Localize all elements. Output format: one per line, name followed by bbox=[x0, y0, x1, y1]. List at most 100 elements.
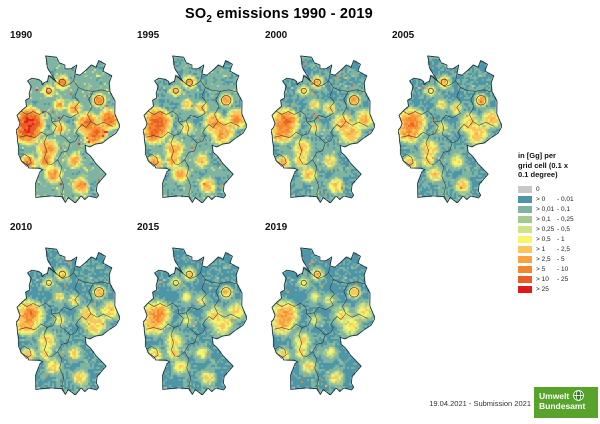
state-border-line bbox=[432, 73, 458, 88]
state-border-line bbox=[19, 302, 57, 330]
state-border-line bbox=[274, 110, 312, 138]
state-border-line bbox=[439, 159, 447, 202]
legend-range-from: > 25 bbox=[536, 286, 549, 293]
map-year-label: 2000 bbox=[265, 30, 288, 41]
country-outline bbox=[398, 55, 502, 203]
state-border-line bbox=[50, 73, 76, 88]
state-border-line bbox=[58, 312, 79, 336]
state-border-line bbox=[73, 272, 111, 285]
state-border-line bbox=[184, 351, 192, 394]
city-boundary-ring bbox=[94, 95, 105, 106]
city-boundary-ring bbox=[58, 78, 66, 86]
legend-swatch bbox=[518, 206, 532, 213]
state-border-line bbox=[306, 279, 335, 315]
country-outline bbox=[271, 247, 375, 395]
legend-label: > 5 - 10 bbox=[536, 266, 568, 273]
legend-range-to: - 0,5 bbox=[557, 226, 571, 233]
state-border-line bbox=[178, 87, 207, 123]
globe-icon bbox=[573, 390, 585, 401]
state-border-line bbox=[298, 135, 326, 165]
legend-swatch bbox=[518, 216, 532, 223]
state-borders-overlay bbox=[16, 55, 120, 203]
germany-emissions-map-2010 bbox=[16, 245, 120, 395]
legend-label: > 0,25- 0,5 bbox=[536, 226, 570, 233]
legend-swatch bbox=[518, 286, 532, 293]
country-outline bbox=[271, 55, 375, 203]
chart-title-subscript: 2 bbox=[206, 13, 213, 25]
state-borders-overlay bbox=[143, 55, 247, 203]
state-border-line bbox=[202, 313, 219, 326]
state-border-line bbox=[214, 283, 240, 319]
logo-umwelt-text: Umwelt bbox=[539, 390, 570, 401]
state-border-line bbox=[425, 135, 453, 165]
legend-label: > 0,1 - 0,25 bbox=[536, 216, 574, 223]
state-border-line bbox=[19, 110, 57, 138]
legend-item: > 0,1 - 0,25 bbox=[518, 215, 600, 225]
color-legend: in [Gg] per grid cell (0.1 x 0.1 degree)… bbox=[518, 151, 600, 295]
legend-range-to: - 5 bbox=[557, 256, 565, 263]
state-border-line bbox=[87, 91, 113, 127]
legend-swatch bbox=[518, 256, 532, 263]
logo-line1: Umwelt bbox=[539, 390, 598, 401]
umweltbundesamt-logo: Umwelt Bundesamt bbox=[534, 387, 598, 418]
city-boundary-ring bbox=[94, 287, 105, 298]
state-border-line bbox=[342, 283, 368, 319]
city-boundary-ring bbox=[300, 279, 307, 286]
legend-range-to: - 1 bbox=[557, 236, 565, 243]
state-border-line bbox=[313, 120, 334, 144]
legend-label: > 2,5 - 5 bbox=[536, 256, 565, 263]
legend-item: > 5 - 10 bbox=[518, 265, 600, 275]
legend-label: > 10 - 25 bbox=[536, 276, 568, 283]
legend-item: > 0,5 - 1 bbox=[518, 235, 600, 245]
map-year-label: 1995 bbox=[137, 30, 160, 41]
submission-date-note: 19.04.2021 - Submission 2021 bbox=[429, 399, 531, 408]
legend-range-to: - 25 bbox=[557, 276, 569, 283]
city-boundary-ring bbox=[300, 87, 307, 94]
map-tile-2010: 2010 bbox=[8, 218, 132, 395]
legend-label: > 0 - 0,01 bbox=[536, 196, 574, 203]
legend-title-line: in [Gg] per bbox=[518, 151, 556, 160]
city-boundary-ring bbox=[221, 95, 232, 106]
legend-label: > 1 - 2,5 bbox=[536, 246, 570, 253]
germany-emissions-map-2000 bbox=[271, 53, 375, 203]
legend-range-from: > 0,01 bbox=[536, 206, 555, 213]
state-border-line bbox=[73, 80, 111, 93]
map-tile-1995: 1995 bbox=[135, 26, 259, 203]
legend-swatch bbox=[518, 226, 532, 233]
legend-label: > 0,01- 0,1 bbox=[536, 206, 570, 213]
chart-title-prefix: SO bbox=[185, 6, 207, 22]
city-boundary-ring bbox=[476, 95, 487, 106]
city-boundary-ring bbox=[427, 87, 434, 94]
map-year-label: 2010 bbox=[10, 222, 33, 233]
state-border-line bbox=[469, 91, 495, 127]
legend-swatch bbox=[518, 246, 532, 253]
germany-emissions-map-1995 bbox=[143, 53, 247, 203]
state-border-line bbox=[146, 346, 159, 359]
state-border-line bbox=[330, 313, 347, 326]
legend-range-from: > 1 bbox=[536, 246, 546, 253]
state-border-line bbox=[58, 120, 79, 144]
state-borders-overlay bbox=[398, 55, 502, 203]
legend-range-to: - 0,01 bbox=[557, 196, 574, 203]
legend-item: > 25 bbox=[518, 285, 600, 295]
state-border-line bbox=[200, 272, 238, 285]
legend-range-from: > 0,5 bbox=[536, 236, 551, 243]
legend-item: > 0,01- 0,1 bbox=[518, 205, 600, 215]
state-border-line bbox=[19, 346, 32, 359]
legend-item: > 2,5 - 5 bbox=[518, 255, 600, 265]
map-tile-2000: 2000 bbox=[263, 26, 387, 203]
state-border-line bbox=[177, 73, 203, 88]
state-borders-overlay bbox=[143, 247, 247, 395]
legend-label: > 0,5 - 1 bbox=[536, 236, 565, 243]
state-border-line bbox=[298, 327, 326, 357]
state-border-line bbox=[455, 80, 493, 93]
state-border-line bbox=[202, 121, 219, 134]
country-outline bbox=[16, 247, 120, 395]
state-border-line bbox=[312, 351, 320, 394]
city-boundary-ring bbox=[313, 78, 321, 86]
state-border-line bbox=[401, 154, 414, 167]
legend-title-line: 0.1 degree) bbox=[518, 170, 558, 179]
map-tile-2019: 2019 bbox=[263, 218, 387, 395]
city-boundary-ring bbox=[440, 78, 448, 86]
